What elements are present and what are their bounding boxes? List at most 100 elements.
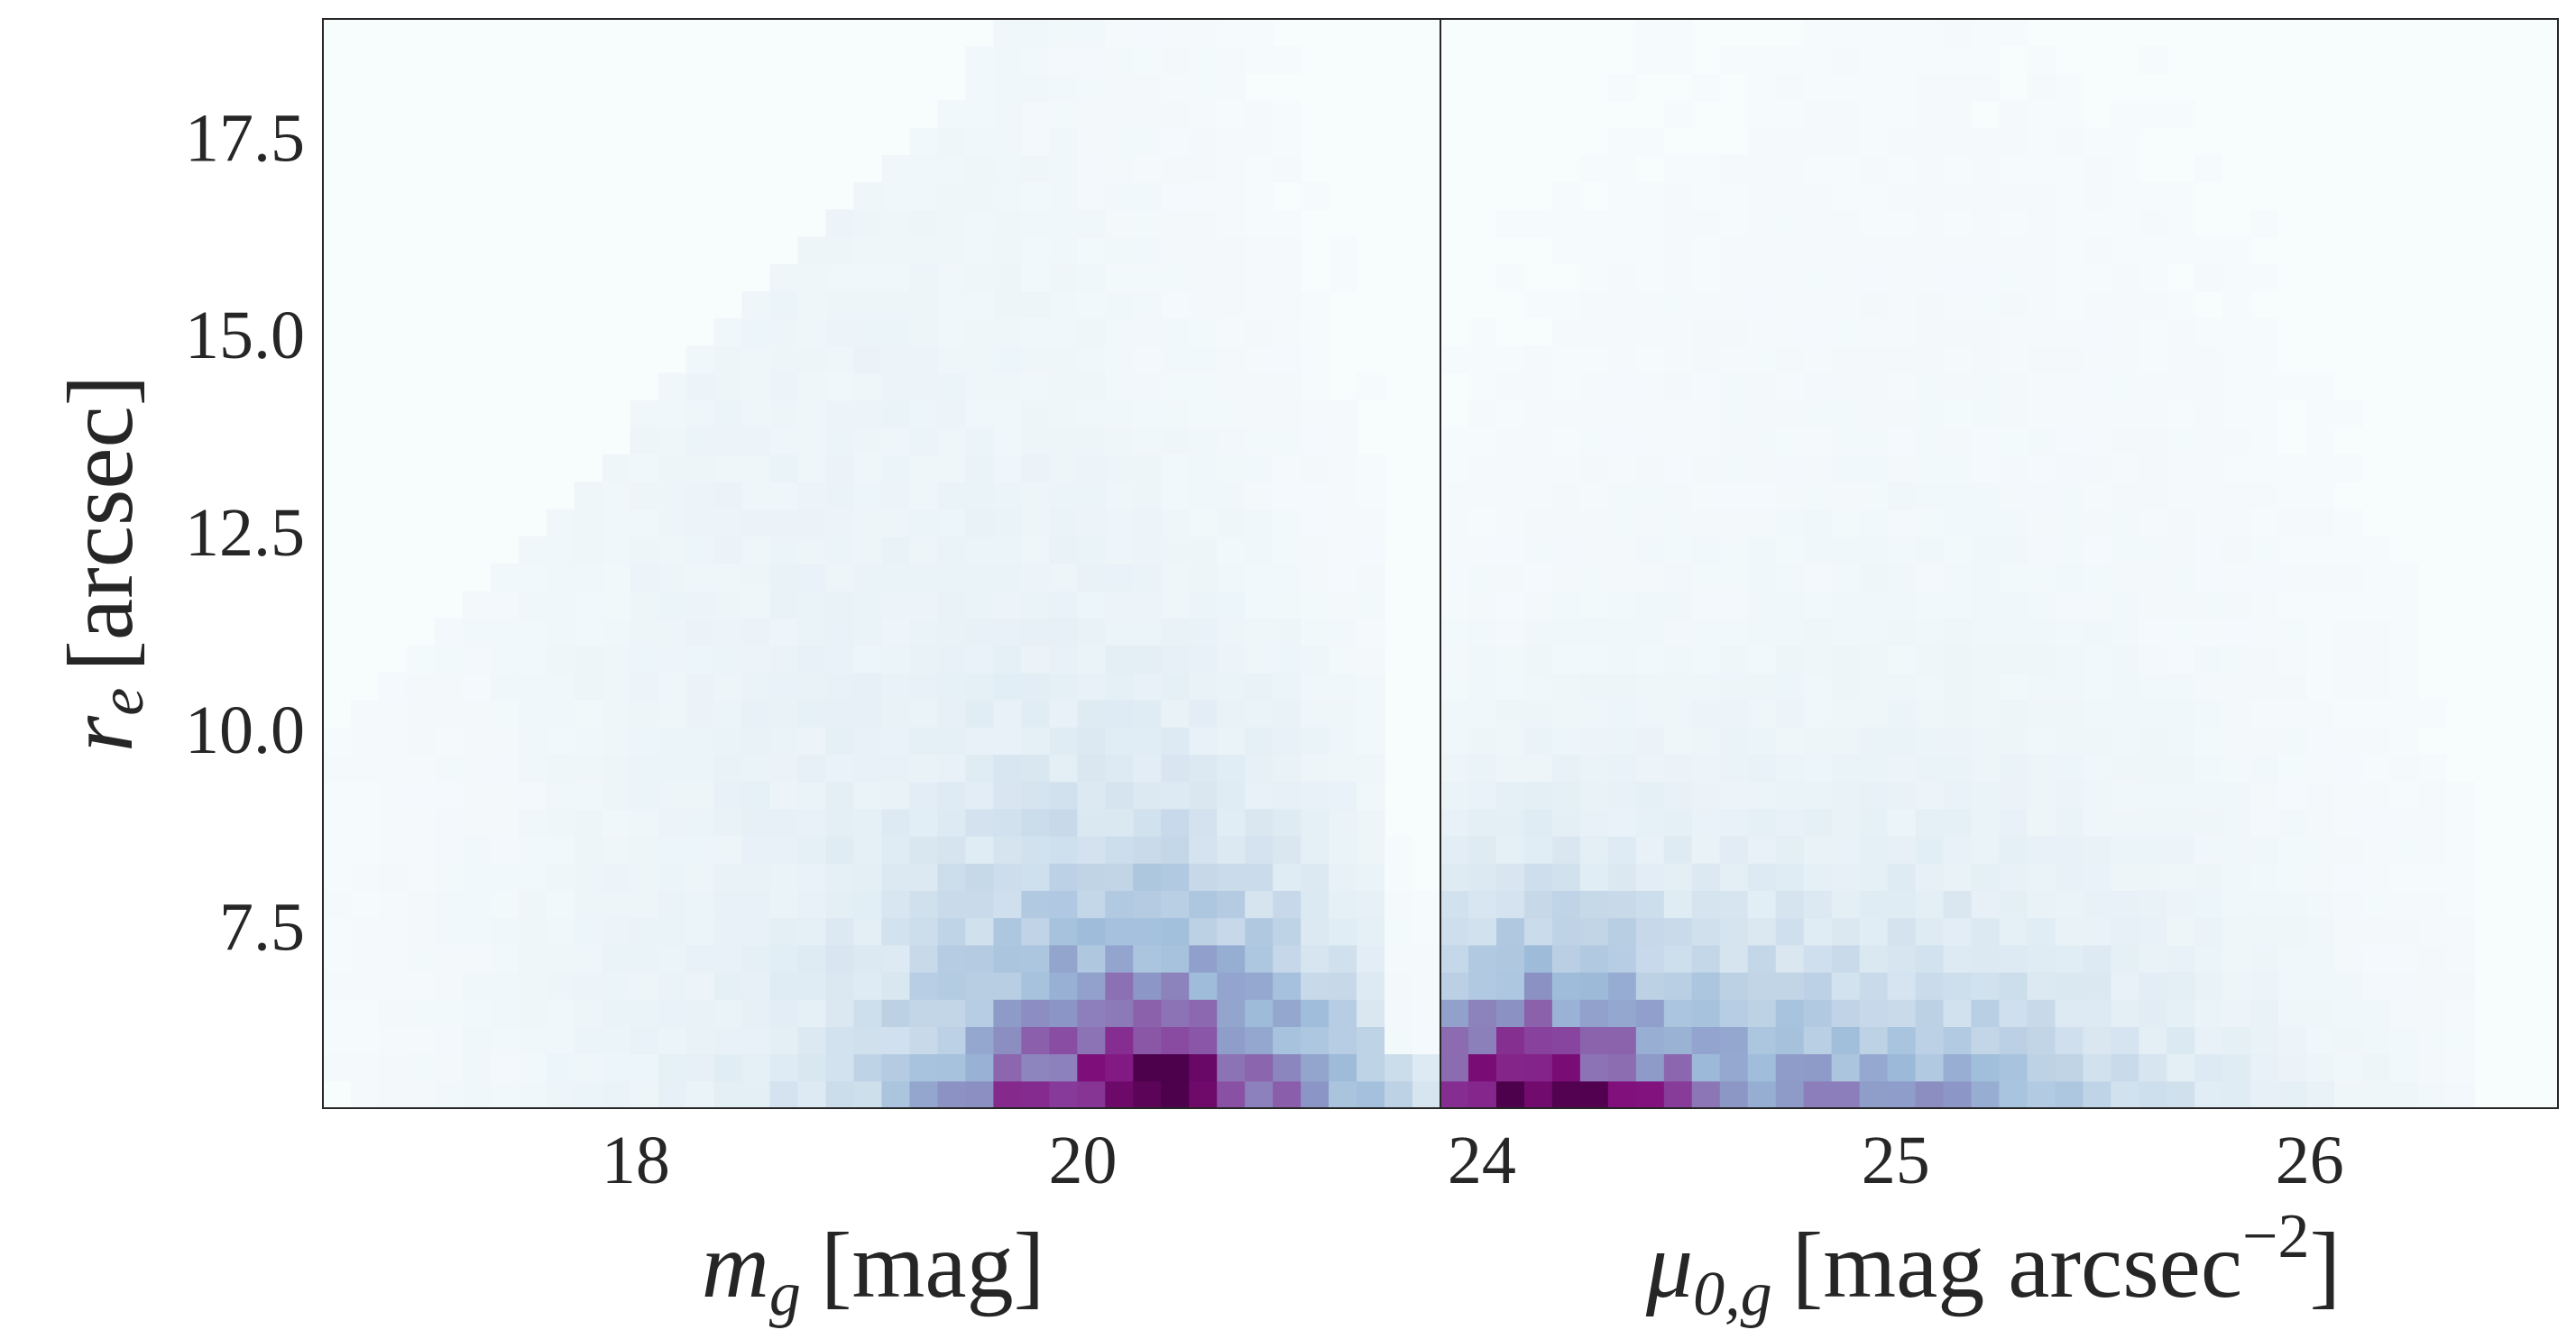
heatmap-cell	[1663, 917, 1693, 946]
heatmap-cell	[1831, 155, 1861, 183]
heatmap-cell	[378, 836, 408, 864]
heatmap-cell	[658, 509, 687, 537]
heatmap-cell	[1467, 727, 1497, 755]
heatmap-cell	[1551, 591, 1581, 619]
heatmap-cell	[2167, 182, 2195, 210]
heatmap-cell	[630, 536, 659, 564]
heatmap-cell	[1635, 19, 1665, 47]
heatmap-cell	[630, 672, 659, 701]
heatmap-cell	[1747, 155, 1777, 183]
heatmap-cell	[1915, 100, 1945, 129]
heatmap-cell	[1551, 781, 1581, 810]
heatmap-cell	[1523, 481, 1553, 510]
heatmap-cell	[1495, 727, 1525, 755]
heatmap-cell	[1635, 1080, 1665, 1109]
heatmap-cell	[1747, 399, 1777, 428]
heatmap-cell	[1189, 727, 1218, 755]
heatmap-cell	[937, 291, 967, 319]
heatmap-cell	[909, 481, 939, 510]
heatmap-cell	[2111, 1026, 2139, 1055]
y-axis-unit: [arcsec]	[49, 375, 152, 672]
heatmap-cell	[350, 727, 380, 755]
heatmap-cell	[1635, 182, 1665, 210]
heatmap-cell	[1971, 727, 2001, 755]
heatmap-cell	[1579, 564, 1609, 592]
heatmap-cell	[1523, 1026, 1553, 1055]
heatmap-cell	[1691, 972, 1721, 1000]
heatmap-cell	[1021, 808, 1050, 837]
heatmap-cell	[1049, 399, 1078, 428]
heatmap-cell	[1691, 808, 1721, 837]
heatmap-cell	[490, 808, 520, 837]
heatmap-cell	[2167, 972, 2195, 1000]
heatmap-cell	[769, 645, 799, 674]
heatmap-cell	[1551, 700, 1581, 728]
heatmap-cell	[1273, 318, 1302, 346]
heatmap-cell	[881, 454, 911, 482]
heatmap-cell	[1245, 46, 1274, 74]
heatmap-cell	[1999, 182, 2029, 210]
heatmap-cell	[1161, 645, 1190, 674]
heatmap-cell	[1189, 427, 1218, 455]
heatmap-cell	[1775, 999, 1805, 1027]
heatmap-cell	[2083, 645, 2112, 674]
heatmap-cell	[1217, 972, 1246, 1000]
heatmap-cell	[658, 917, 687, 946]
heatmap-cell	[490, 972, 520, 1000]
heatmap-cell	[1495, 944, 1525, 973]
heatmap-cell	[2362, 999, 2391, 1027]
heatmap-cell	[797, 481, 827, 510]
heatmap-cell	[1273, 372, 1302, 401]
heatmap-cell	[937, 127, 967, 156]
heatmap-cell	[1635, 1026, 1665, 1055]
heatmap-cell	[1105, 727, 1134, 755]
heatmap-cell	[462, 781, 492, 810]
heatmap-cell	[2139, 509, 2167, 537]
heatmap-cell	[2306, 863, 2335, 891]
heatmap-cell	[2139, 781, 2167, 810]
heatmap-cell	[853, 209, 883, 238]
heatmap-cell	[853, 291, 883, 319]
heatmap-cell	[1803, 944, 1833, 973]
heatmap-cell	[1999, 454, 2029, 482]
heatmap-cell	[2083, 944, 2112, 973]
heatmap-cell	[2111, 944, 2139, 973]
heatmap-cell	[1971, 1080, 2001, 1109]
heatmap-cell	[2111, 1053, 2139, 1082]
heatmap-cell	[2446, 1026, 2475, 1055]
heatmap-cell	[462, 890, 492, 919]
heatmap-cell	[1077, 863, 1106, 891]
heatmap-cell	[1635, 427, 1665, 455]
heatmap-cell	[1691, 536, 1721, 564]
heatmap-cell	[630, 917, 659, 946]
heatmap-cell	[1523, 863, 1553, 891]
heatmap-cell	[1775, 591, 1805, 619]
heatmap-cell	[1301, 509, 1329, 537]
heatmap-cell	[2194, 236, 2223, 265]
heatmap-cell	[1133, 454, 1162, 482]
heatmap-cell	[1747, 427, 1777, 455]
heatmap-cell	[406, 645, 436, 674]
heatmap-cell	[1301, 645, 1329, 674]
heatmap-cell	[993, 127, 1022, 156]
heatmap-cell	[881, 1080, 911, 1109]
heatmap-cell	[1719, 372, 1749, 401]
heatmap-cell	[2111, 754, 2139, 783]
heatmap-cell	[713, 836, 743, 864]
heatmap-cell	[1021, 672, 1050, 701]
heatmap-cell	[1579, 263, 1609, 292]
heatmap-cell	[1607, 672, 1637, 701]
heatmap-cell	[1357, 536, 1385, 564]
heatmap-cell	[1915, 564, 1945, 592]
heatmap-cell	[2194, 917, 2223, 946]
heatmap-cell	[909, 236, 939, 265]
heatmap-cell	[1999, 808, 2029, 837]
heatmap-cell	[1887, 182, 1917, 210]
heatmap-cell	[937, 100, 967, 129]
heatmap-cell	[1887, 481, 1917, 510]
heatmap-cell	[1161, 318, 1190, 346]
heatmap-cell	[1803, 999, 1833, 1027]
heatmap-cell	[658, 618, 687, 647]
heatmap-cell	[2334, 1080, 2363, 1109]
heatmap-cell	[2222, 291, 2251, 319]
